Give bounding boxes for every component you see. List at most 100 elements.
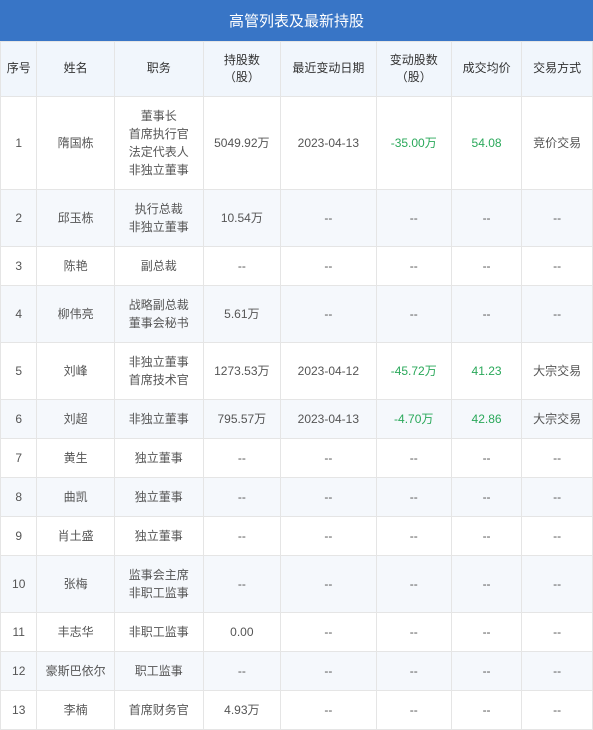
cell-name: 刘超 — [37, 399, 114, 438]
cell-position: 独立董事 — [114, 516, 203, 555]
table-row: 6刘超非独立董事795.57万2023-04-13-4.70万42.86大宗交易 — [1, 399, 593, 438]
cell-shares: -- — [203, 555, 280, 612]
cell-date: 2023-04-13 — [281, 96, 377, 189]
cell-price: -- — [451, 612, 522, 651]
table-row: 4柳伟亮战略副总裁董事会秘书5.61万-------- — [1, 285, 593, 342]
cell-index: 4 — [1, 285, 37, 342]
table-row: 13李楠首席财务官4.93万-------- — [1, 690, 593, 729]
cell-position: 独立董事 — [114, 438, 203, 477]
table-row: 5刘峰非独立董事首席技术官1273.53万2023-04-12-45.72万41… — [1, 342, 593, 399]
cell-position: 首席财务官 — [114, 690, 203, 729]
cell-trade: -- — [522, 285, 593, 342]
column-header: 最近变动日期 — [281, 42, 377, 97]
table-row: 2邱玉栋执行总裁非独立董事10.54万-------- — [1, 189, 593, 246]
cell-change: -- — [376, 555, 451, 612]
cell-name: 黄生 — [37, 438, 114, 477]
cell-date: -- — [281, 555, 377, 612]
cell-change: -- — [376, 612, 451, 651]
cell-shares: 795.57万 — [203, 399, 280, 438]
cell-date: -- — [281, 285, 377, 342]
cell-position: 非独立董事 — [114, 399, 203, 438]
column-header: 姓名 — [37, 42, 114, 97]
executives-table: 序号姓名职务持股数（股）最近变动日期变动股数（股）成交均价交易方式 1隋国栋董事… — [0, 41, 593, 730]
cell-position: 战略副总裁董事会秘书 — [114, 285, 203, 342]
cell-shares: -- — [203, 438, 280, 477]
table-row: 8曲凯独立董事---------- — [1, 477, 593, 516]
cell-price: -- — [451, 189, 522, 246]
cell-position: 监事会主席非职工监事 — [114, 555, 203, 612]
cell-trade: 大宗交易 — [522, 342, 593, 399]
cell-price: 54.08 — [451, 96, 522, 189]
cell-price: -- — [451, 285, 522, 342]
cell-shares: 4.93万 — [203, 690, 280, 729]
cell-date: -- — [281, 438, 377, 477]
cell-change: -- — [376, 246, 451, 285]
cell-index: 8 — [1, 477, 37, 516]
cell-change: -- — [376, 189, 451, 246]
cell-price: 42.86 — [451, 399, 522, 438]
cell-name: 肖土盛 — [37, 516, 114, 555]
table-body: 1隋国栋董事长首席执行官法定代表人非独立董事5049.92万2023-04-13… — [1, 96, 593, 729]
cell-name: 陈艳 — [37, 246, 114, 285]
column-header: 变动股数（股） — [376, 42, 451, 97]
table-title: 高管列表及最新持股 — [0, 0, 593, 41]
cell-price: -- — [451, 555, 522, 612]
cell-price: 41.23 — [451, 342, 522, 399]
cell-index: 9 — [1, 516, 37, 555]
cell-date: -- — [281, 246, 377, 285]
cell-position: 独立董事 — [114, 477, 203, 516]
cell-change: -- — [376, 651, 451, 690]
cell-position: 副总裁 — [114, 246, 203, 285]
table-row: 3陈艳副总裁---------- — [1, 246, 593, 285]
cell-name: 曲凯 — [37, 477, 114, 516]
column-header: 持股数（股） — [203, 42, 280, 97]
cell-trade: 大宗交易 — [522, 399, 593, 438]
cell-trade: -- — [522, 612, 593, 651]
cell-change: -- — [376, 516, 451, 555]
table-row: 12豪斯巴依尔职工监事---------- — [1, 651, 593, 690]
cell-date: -- — [281, 612, 377, 651]
cell-trade: -- — [522, 189, 593, 246]
table-row: 1隋国栋董事长首席执行官法定代表人非独立董事5049.92万2023-04-13… — [1, 96, 593, 189]
cell-shares: -- — [203, 477, 280, 516]
cell-price: -- — [451, 438, 522, 477]
cell-trade: -- — [522, 555, 593, 612]
cell-change: -- — [376, 690, 451, 729]
cell-index: 12 — [1, 651, 37, 690]
table-row: 9肖土盛独立董事---------- — [1, 516, 593, 555]
cell-trade: -- — [522, 690, 593, 729]
cell-date: -- — [281, 516, 377, 555]
table-row: 11丰志华非职工监事0.00-------- — [1, 612, 593, 651]
cell-name: 邱玉栋 — [37, 189, 114, 246]
cell-index: 11 — [1, 612, 37, 651]
cell-index: 3 — [1, 246, 37, 285]
cell-date: -- — [281, 651, 377, 690]
cell-trade: 竞价交易 — [522, 96, 593, 189]
cell-price: -- — [451, 246, 522, 285]
cell-shares: -- — [203, 246, 280, 285]
cell-position: 职工监事 — [114, 651, 203, 690]
cell-date: 2023-04-13 — [281, 399, 377, 438]
cell-trade: -- — [522, 246, 593, 285]
column-header: 职务 — [114, 42, 203, 97]
column-header: 序号 — [1, 42, 37, 97]
cell-index: 7 — [1, 438, 37, 477]
cell-trade: -- — [522, 477, 593, 516]
cell-change: -- — [376, 438, 451, 477]
cell-index: 2 — [1, 189, 37, 246]
cell-name: 李楠 — [37, 690, 114, 729]
cell-position: 董事长首席执行官法定代表人非独立董事 — [114, 96, 203, 189]
cell-date: -- — [281, 189, 377, 246]
cell-index: 13 — [1, 690, 37, 729]
cell-index: 1 — [1, 96, 37, 189]
cell-trade: -- — [522, 651, 593, 690]
cell-shares: -- — [203, 516, 280, 555]
cell-shares: 1273.53万 — [203, 342, 280, 399]
cell-index: 10 — [1, 555, 37, 612]
cell-position: 非职工监事 — [114, 612, 203, 651]
cell-change: -35.00万 — [376, 96, 451, 189]
cell-name: 隋国栋 — [37, 96, 114, 189]
cell-shares: -- — [203, 651, 280, 690]
cell-trade: -- — [522, 516, 593, 555]
cell-position: 非独立董事首席技术官 — [114, 342, 203, 399]
